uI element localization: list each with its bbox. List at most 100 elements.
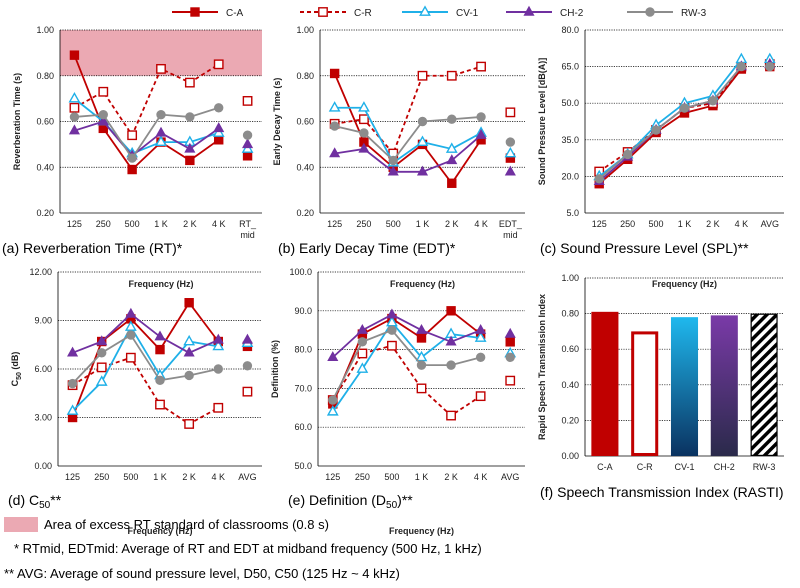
- point-ca: [184, 298, 194, 308]
- y-tick-label: 0.60: [561, 344, 579, 354]
- point-cr: [417, 70, 428, 81]
- x-tick-label: 125: [67, 219, 82, 229]
- summary-point-cr: [505, 375, 516, 386]
- note-avg: ** AVG: Average of sound pressure level,…: [4, 566, 400, 581]
- x-tick-label: 2 K: [183, 219, 197, 229]
- point-rw3: [387, 325, 397, 335]
- x-axis-label: Frequency (Hz): [128, 279, 193, 289]
- y-tick-label: 0.20: [36, 208, 54, 218]
- point-cv1: [416, 135, 429, 146]
- bar-cv-1: [670, 317, 699, 456]
- y-tick-label: 0.20: [296, 208, 314, 218]
- x-tick-label: 125: [592, 219, 607, 229]
- x-tick-label: 2 K: [706, 219, 720, 229]
- x-axis-label: Frequency (Hz): [652, 279, 717, 289]
- point-rw3: [126, 330, 136, 340]
- point-ca: [185, 155, 195, 166]
- point-cr: [416, 383, 427, 394]
- bar-ch-2: [710, 315, 738, 456]
- y-axis-label: Rapid Speech Transmission Index: [537, 294, 547, 440]
- x-axis-label: Frequency (Hz): [127, 526, 192, 536]
- x-tick-label: RW-3: [753, 462, 776, 472]
- x-tick-label-summary: AVG: [761, 219, 779, 229]
- chart-edt: 0.20 0.40 0.60 0.80 1.00 Early Decay Time (s)…: [272, 25, 525, 289]
- summary-point-ca: [505, 337, 515, 347]
- caption-rest: )**: [397, 492, 413, 508]
- x-tick-label-summary: RT_: [239, 219, 257, 229]
- point-rw3: [416, 360, 427, 370]
- series-line-ch2: [74, 120, 220, 158]
- point-ch2: [184, 142, 196, 153]
- point-ca: [155, 344, 165, 355]
- legend-marker-ca: [190, 7, 200, 17]
- point-rw3: [214, 103, 224, 113]
- caption-d50: (e) Definition (D50)**: [288, 492, 413, 511]
- point-ch2: [125, 307, 137, 318]
- y-axis-label: Sound Pressure Level [dB(A)]: [537, 58, 547, 186]
- caption-rasti: (f) Speech Transmission Index (RASTI): [540, 484, 784, 500]
- point-rw3: [446, 360, 456, 370]
- y-tick-label: 0.40: [561, 380, 579, 390]
- x-tick-label: 250: [355, 472, 370, 482]
- y-tick-label: 35.0: [561, 135, 579, 145]
- point-cr: [184, 419, 195, 429]
- x-tick-label: 1 K: [415, 472, 429, 482]
- series-line-cv1: [598, 58, 743, 178]
- point-rw3: [67, 378, 78, 389]
- y-axis-label: Reverberation Time (s): [12, 73, 22, 170]
- series-line-cv1: [332, 320, 481, 413]
- y-tick-label: 20.0: [561, 171, 579, 181]
- point-cv1: [68, 91, 81, 103]
- caption-edt: (b) Early Decay Time (EDT)*: [278, 240, 456, 256]
- summary-point-ch2: [504, 165, 516, 176]
- point-rw3: [213, 364, 223, 374]
- x-tick-label: CV-1: [674, 462, 694, 472]
- point-rw3: [185, 112, 195, 122]
- y-tick-label: 1.00: [296, 25, 314, 35]
- point-cr: [446, 70, 457, 81]
- x-tick-label: 1 K: [678, 219, 692, 229]
- series-line-cv1: [334, 106, 482, 164]
- point-cr: [96, 362, 107, 373]
- point-ch2: [415, 323, 428, 334]
- point-ch2: [183, 346, 195, 357]
- point-rw3: [328, 395, 338, 405]
- summary-point-rw3: [242, 361, 253, 371]
- point-cr: [125, 352, 136, 363]
- point-ca: [447, 178, 457, 188]
- x-tick-label: 1 K: [154, 219, 168, 229]
- point-ch2: [97, 115, 109, 126]
- point-rw3: [329, 121, 340, 131]
- note-rt-mid: * RTmid, EDTmid: Average of RT and EDT a…: [14, 541, 482, 556]
- summary-point-ca: [242, 151, 253, 161]
- y-axis-label: Early Decay Time (s): [272, 78, 282, 166]
- x-tick-label: 2 K: [444, 472, 458, 482]
- summary-point-ch2: [504, 327, 516, 338]
- legend-label-cv1: CV-1: [456, 8, 479, 19]
- x-tick-label: 500: [123, 472, 138, 482]
- legend: C-A C-R CV-1 CH-2 RW-3: [172, 5, 707, 19]
- x-tick-label: 125: [325, 472, 340, 482]
- point-ca: [416, 333, 427, 343]
- point-cr: [446, 410, 456, 421]
- x-tick-label-summary: AVG: [501, 472, 519, 482]
- point-ca: [127, 164, 137, 175]
- point-ch2: [445, 335, 457, 346]
- series-line-ca: [71, 301, 220, 418]
- summary-point-rw3: [242, 130, 253, 140]
- point-ch2: [213, 122, 225, 133]
- x-tick-label: C-R: [637, 462, 653, 472]
- x-tick-label: 500: [384, 472, 399, 482]
- series-line-ca: [331, 309, 482, 405]
- point-rw3: [388, 155, 398, 166]
- y-tick-label: 5.0: [566, 208, 579, 218]
- point-cv1: [326, 405, 339, 416]
- point-rw3: [447, 114, 457, 124]
- x-tick-label-summary-2: mid: [503, 230, 518, 240]
- legend-label-ca: C-A: [226, 8, 244, 19]
- point-ch2: [327, 351, 339, 362]
- caption-sub: 50: [39, 500, 51, 511]
- point-cv1: [124, 320, 137, 331]
- series-line-ca: [73, 54, 220, 171]
- point-rw3: [184, 370, 194, 381]
